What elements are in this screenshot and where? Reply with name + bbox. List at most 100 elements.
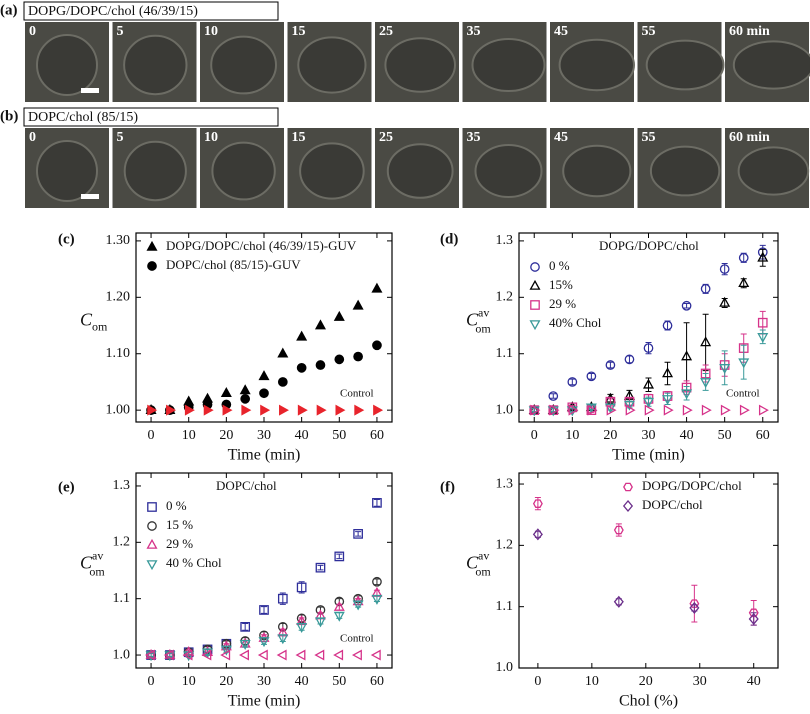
x-axis-label: Time (min) <box>228 447 301 464</box>
error-bar <box>355 531 362 537</box>
marker <box>738 358 750 369</box>
error-bar <box>721 350 728 386</box>
legend-marker <box>146 240 158 251</box>
y-tick-label: 1.1 <box>496 346 514 361</box>
panel-label: (a) <box>0 2 18 18</box>
legend-entry: 29 % <box>549 296 576 311</box>
marker <box>739 404 750 416</box>
marker <box>352 600 364 611</box>
error-bar <box>664 361 671 386</box>
legend-entry: 29 % <box>166 536 193 551</box>
x-axis-label: Time (min) <box>612 447 685 464</box>
error-bar <box>626 355 633 364</box>
legend-marker <box>529 320 541 331</box>
marker <box>239 639 251 650</box>
frame-time: 0 <box>29 130 36 145</box>
x-tick-label: 0 <box>531 428 538 443</box>
x-tick-label: 0 <box>534 674 541 689</box>
marker <box>222 404 233 416</box>
legend-marker <box>146 560 158 571</box>
x-tick-label: 40 <box>295 674 309 689</box>
error-bar <box>317 564 324 571</box>
marker <box>700 378 712 389</box>
x-tick-label: 10 <box>585 674 599 689</box>
marker <box>719 296 731 307</box>
micrograph: 15 <box>287 128 372 208</box>
vesicle <box>645 39 725 91</box>
marker <box>333 310 345 321</box>
legend-marker <box>147 261 157 271</box>
x-tick-label: 50 <box>332 674 346 689</box>
marker <box>239 649 249 661</box>
marker <box>624 354 635 365</box>
x-tick-label: 20 <box>219 674 233 689</box>
marker <box>586 371 597 382</box>
marker <box>220 387 232 398</box>
legend-title: DOPC/chol <box>216 478 277 493</box>
marker <box>314 319 326 330</box>
error-bar <box>373 498 380 507</box>
y-tick-label: 1.3 <box>496 233 514 248</box>
marker <box>681 389 693 400</box>
x-tick-label: 50 <box>718 428 732 443</box>
marker <box>315 360 326 370</box>
title-box <box>23 1 279 21</box>
frame-time: 15 <box>292 130 306 145</box>
x-tick-label: 0 <box>148 428 155 443</box>
error-bar <box>607 361 614 369</box>
marker <box>663 404 674 416</box>
micrograph: 25 <box>375 128 459 208</box>
legend-label: 0 % <box>166 498 187 513</box>
annotation: Control <box>340 388 374 400</box>
marker <box>738 252 749 263</box>
y-label-main: C <box>466 310 479 330</box>
legend-marker <box>623 482 633 492</box>
marker <box>259 605 269 615</box>
marker <box>259 388 269 399</box>
marker <box>700 336 712 347</box>
marker <box>241 404 252 416</box>
marker <box>605 360 616 370</box>
marker <box>144 649 155 661</box>
vesicle <box>384 37 457 93</box>
marker <box>315 562 326 573</box>
x-tick-label: 60 <box>756 428 770 443</box>
marker <box>276 649 287 661</box>
vesicle <box>649 145 721 197</box>
marker <box>334 354 345 365</box>
y-axis-label: Cav om <box>466 305 491 335</box>
x-axis-label: Chol (%) <box>619 693 678 710</box>
marker <box>689 599 700 608</box>
scale-bar <box>81 88 99 93</box>
vesicle <box>123 140 187 202</box>
legend-label: 29 % <box>549 296 576 311</box>
vesicle <box>732 40 810 90</box>
marker <box>277 377 288 387</box>
marker <box>201 649 212 661</box>
legend-label: DOPG/DOPC/chol (46/39/15)-GUV <box>166 238 357 253</box>
micrograph: 0 <box>25 128 109 208</box>
legend-label: 15 % <box>166 517 193 532</box>
marker <box>371 594 383 605</box>
x-tick-label: 10 <box>182 428 196 443</box>
marker <box>316 404 327 416</box>
x-tick-label: 60 <box>370 674 384 689</box>
marker <box>719 264 730 274</box>
micrograph: 60 min <box>725 128 810 208</box>
marker <box>184 404 195 416</box>
marker <box>147 404 158 416</box>
marker <box>277 347 289 358</box>
x-tick-label: 0 <box>148 674 155 689</box>
vesicle <box>36 34 98 96</box>
micrograph: 55 <box>637 128 722 208</box>
title-box <box>23 107 279 127</box>
y-label-sub: om <box>475 321 491 335</box>
marker <box>333 649 344 661</box>
marker <box>701 404 712 416</box>
marker <box>297 404 308 416</box>
y-tick-label: 1.2 <box>496 538 514 553</box>
marker <box>353 351 363 362</box>
error-bar <box>588 372 595 380</box>
marker <box>532 499 543 508</box>
marker <box>333 611 345 622</box>
